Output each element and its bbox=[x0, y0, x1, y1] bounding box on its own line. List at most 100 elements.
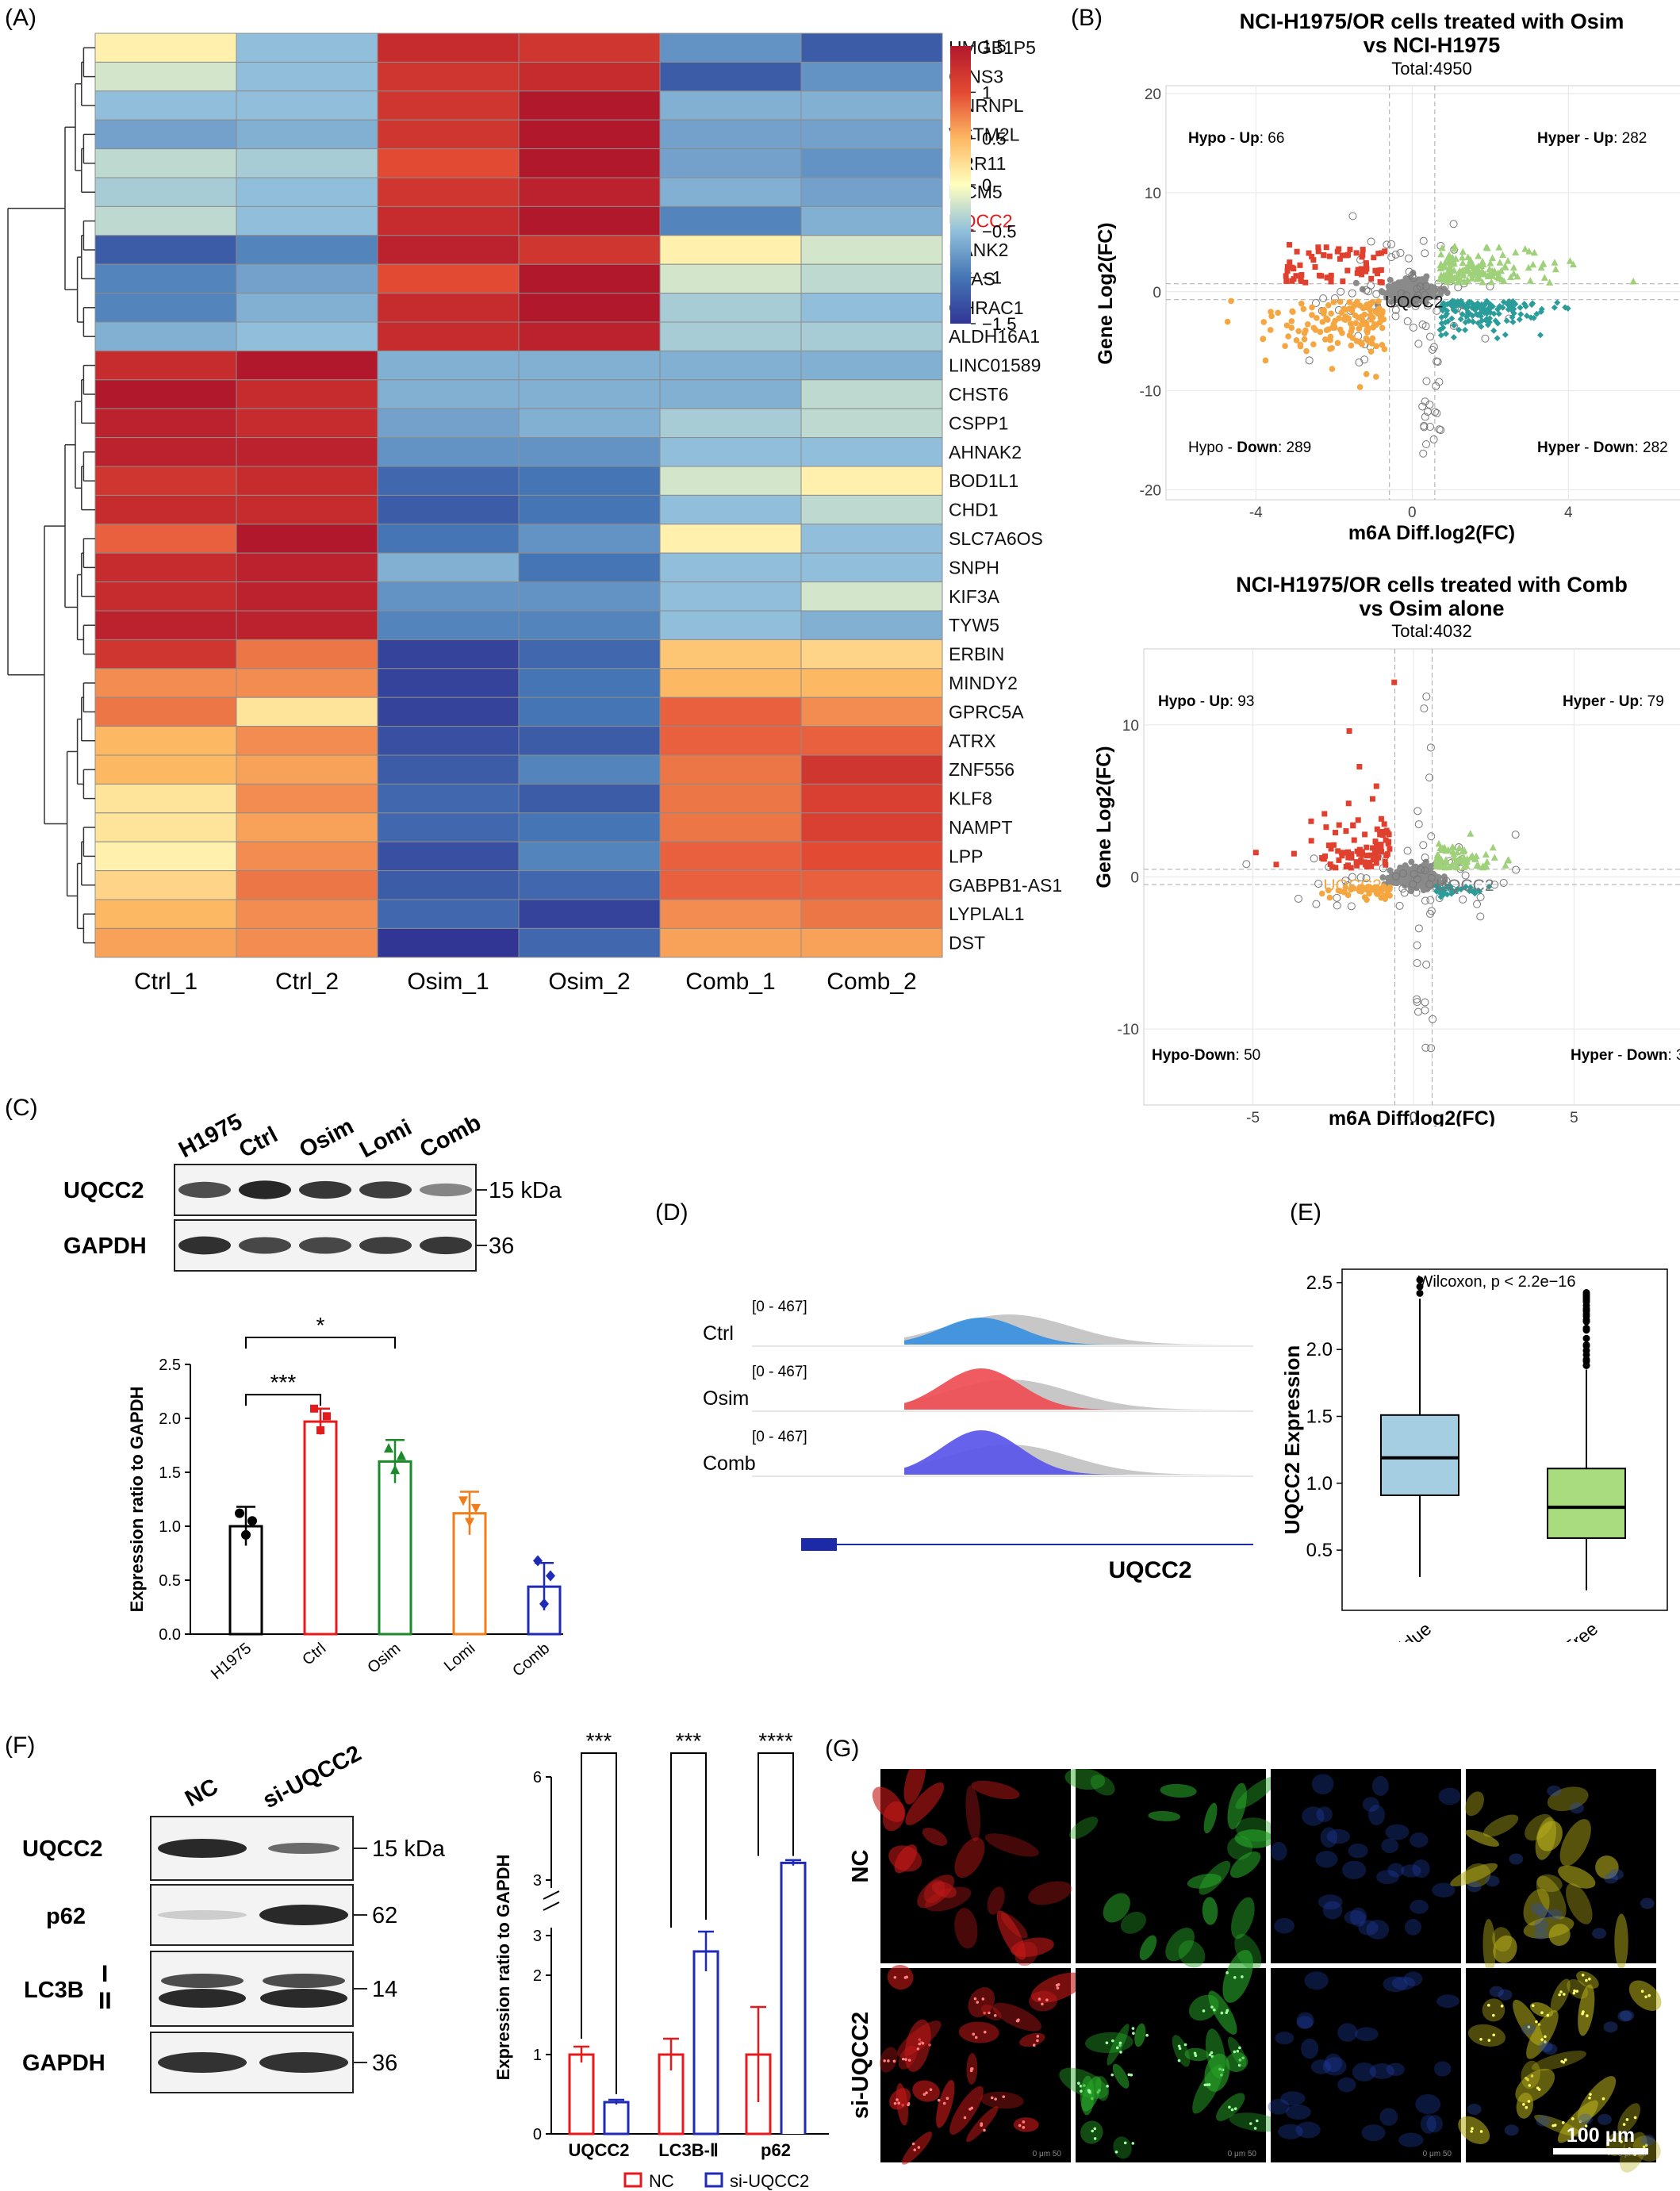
heatmap-gene-label: DST bbox=[949, 933, 985, 954]
data-point-hypo-up bbox=[1345, 854, 1352, 861]
cell bbox=[958, 2021, 999, 2043]
x-tick-label: UQCC2 bbox=[568, 2140, 629, 2160]
data-point-hyper-down bbox=[1433, 883, 1440, 890]
cell bbox=[924, 1886, 972, 1912]
cell bbox=[1148, 1810, 1181, 1821]
puncta bbox=[1220, 2011, 1224, 2015]
data-point-hyper-down bbox=[1450, 306, 1457, 313]
x-tick-label: 5 bbox=[1570, 1110, 1578, 1126]
data-point-hyper-up bbox=[1530, 248, 1538, 256]
data-point-hypo-up bbox=[1287, 259, 1293, 266]
data-point-hyper-down bbox=[1516, 316, 1523, 323]
heatmap-cell bbox=[94, 581, 237, 612]
data-point-hypo-down bbox=[1304, 320, 1311, 328]
data-point bbox=[1420, 421, 1429, 430]
puncta bbox=[976, 2001, 980, 2004]
cell bbox=[1464, 1791, 1484, 1817]
data-point-hyper-down bbox=[1475, 320, 1482, 327]
data-point bbox=[1367, 237, 1375, 246]
heatmap-cell bbox=[518, 263, 661, 294]
gene-exon bbox=[801, 1538, 837, 1551]
heatmap-cell bbox=[377, 33, 520, 63]
data-point bbox=[1409, 274, 1417, 282]
blot-lane-label: NC bbox=[181, 1774, 222, 1812]
cell bbox=[980, 2005, 1002, 2021]
quadrant-label-hypo-down-part: Hypo bbox=[1188, 439, 1223, 456]
data-point-hypo-up bbox=[1384, 851, 1390, 858]
puncta bbox=[970, 2067, 974, 2070]
heatmap-cell bbox=[518, 841, 661, 872]
sig-label: **** bbox=[758, 1729, 793, 1753]
track-ip-coverage bbox=[904, 1430, 1253, 1475]
data-point bbox=[1417, 865, 1425, 874]
data-point-hypo-down bbox=[1301, 330, 1308, 336]
data-point bbox=[1481, 334, 1490, 343]
puncta bbox=[1022, 2126, 1026, 2129]
quadrant-label-hypo-down: Hypo-Down: 50 bbox=[1152, 1047, 1260, 1064]
outlier bbox=[1582, 1361, 1590, 1369]
quadrant-label-hypo-down-part: Hypo bbox=[1152, 1047, 1190, 1064]
volcano1-title-line1: NCI-H1975/OR cells treated with Osim bbox=[1240, 10, 1624, 33]
data-point-hyper-down bbox=[1505, 297, 1513, 305]
cell bbox=[1523, 1889, 1550, 1926]
y-tick-label: 1.5 bbox=[1306, 1406, 1333, 1427]
data-point-hyper-down bbox=[1517, 304, 1524, 311]
cell bbox=[1081, 2076, 1102, 2112]
data-point-hypo-down bbox=[1319, 319, 1326, 325]
puncta bbox=[1255, 2119, 1259, 2123]
puncta bbox=[1114, 2151, 1118, 2154]
y-tick-label: 0 bbox=[533, 2126, 542, 2143]
data-point-hypo-up bbox=[1335, 848, 1341, 854]
cell bbox=[968, 1987, 995, 2018]
puncta bbox=[1536, 2086, 1540, 2089]
data-point bbox=[1348, 212, 1357, 221]
puncta bbox=[1093, 2127, 1097, 2131]
heatmap-cell bbox=[800, 927, 943, 958]
data-point-hyper-down bbox=[1457, 316, 1464, 323]
cell bbox=[1000, 1913, 1028, 1939]
data-point-hypo-down bbox=[1373, 374, 1379, 380]
data-point-hypo-up bbox=[1283, 273, 1289, 279]
data-point-hyper-down bbox=[1450, 888, 1457, 895]
y-tick-label: -10 bbox=[1118, 1022, 1139, 1038]
heatmap-gene-label: ALDH16A1 bbox=[949, 326, 1040, 347]
puncta bbox=[1625, 2118, 1629, 2121]
nucleus bbox=[1521, 2024, 1536, 2036]
heatmap-cell bbox=[659, 899, 802, 929]
cell bbox=[1534, 2114, 1582, 2137]
cell bbox=[1529, 2002, 1554, 2017]
cell bbox=[1080, 2120, 1103, 2144]
data-point-hypo-down bbox=[1369, 314, 1375, 321]
puncta bbox=[1561, 2121, 1565, 2124]
puncta bbox=[1041, 2002, 1044, 2006]
quadrant-label-hypo-up-part: - bbox=[1196, 693, 1210, 710]
nucleus bbox=[1467, 1881, 1482, 1893]
nucleus bbox=[1467, 2103, 1482, 2115]
cell bbox=[1011, 1937, 1054, 1957]
puncta bbox=[1132, 2032, 1135, 2035]
data-point-hyper-up bbox=[1458, 253, 1466, 261]
track-label: Ctrl bbox=[703, 1322, 734, 1345]
data-point bbox=[1426, 896, 1435, 904]
data-point-hypo-up bbox=[1379, 279, 1385, 286]
data-point-hypo-down bbox=[1321, 309, 1327, 315]
data-point-hypo-down bbox=[1327, 333, 1334, 340]
puncta bbox=[1559, 1990, 1563, 1993]
nucleus bbox=[1324, 2053, 1343, 2073]
y-tick-label: -20 bbox=[1140, 483, 1161, 500]
heatmap-cell bbox=[94, 205, 237, 236]
puncta bbox=[1228, 2105, 1231, 2109]
puncta bbox=[981, 1997, 985, 2001]
micro-scale-text: 0 μm 50 bbox=[1423, 2150, 1452, 2158]
heatmap-cell bbox=[236, 379, 378, 409]
heatmap-cell bbox=[659, 754, 802, 785]
nucleus bbox=[1381, 1838, 1399, 1854]
data-point-hyper-down bbox=[1484, 321, 1491, 328]
data-point-hypo-up bbox=[1387, 846, 1393, 852]
heatmap-cell bbox=[236, 639, 378, 670]
data-point-hypo-down bbox=[1329, 366, 1336, 372]
data-point-hypo-up bbox=[1356, 764, 1363, 770]
data-point-hypo-down bbox=[1301, 336, 1308, 343]
x-tick-label: Comb bbox=[509, 1640, 553, 1680]
